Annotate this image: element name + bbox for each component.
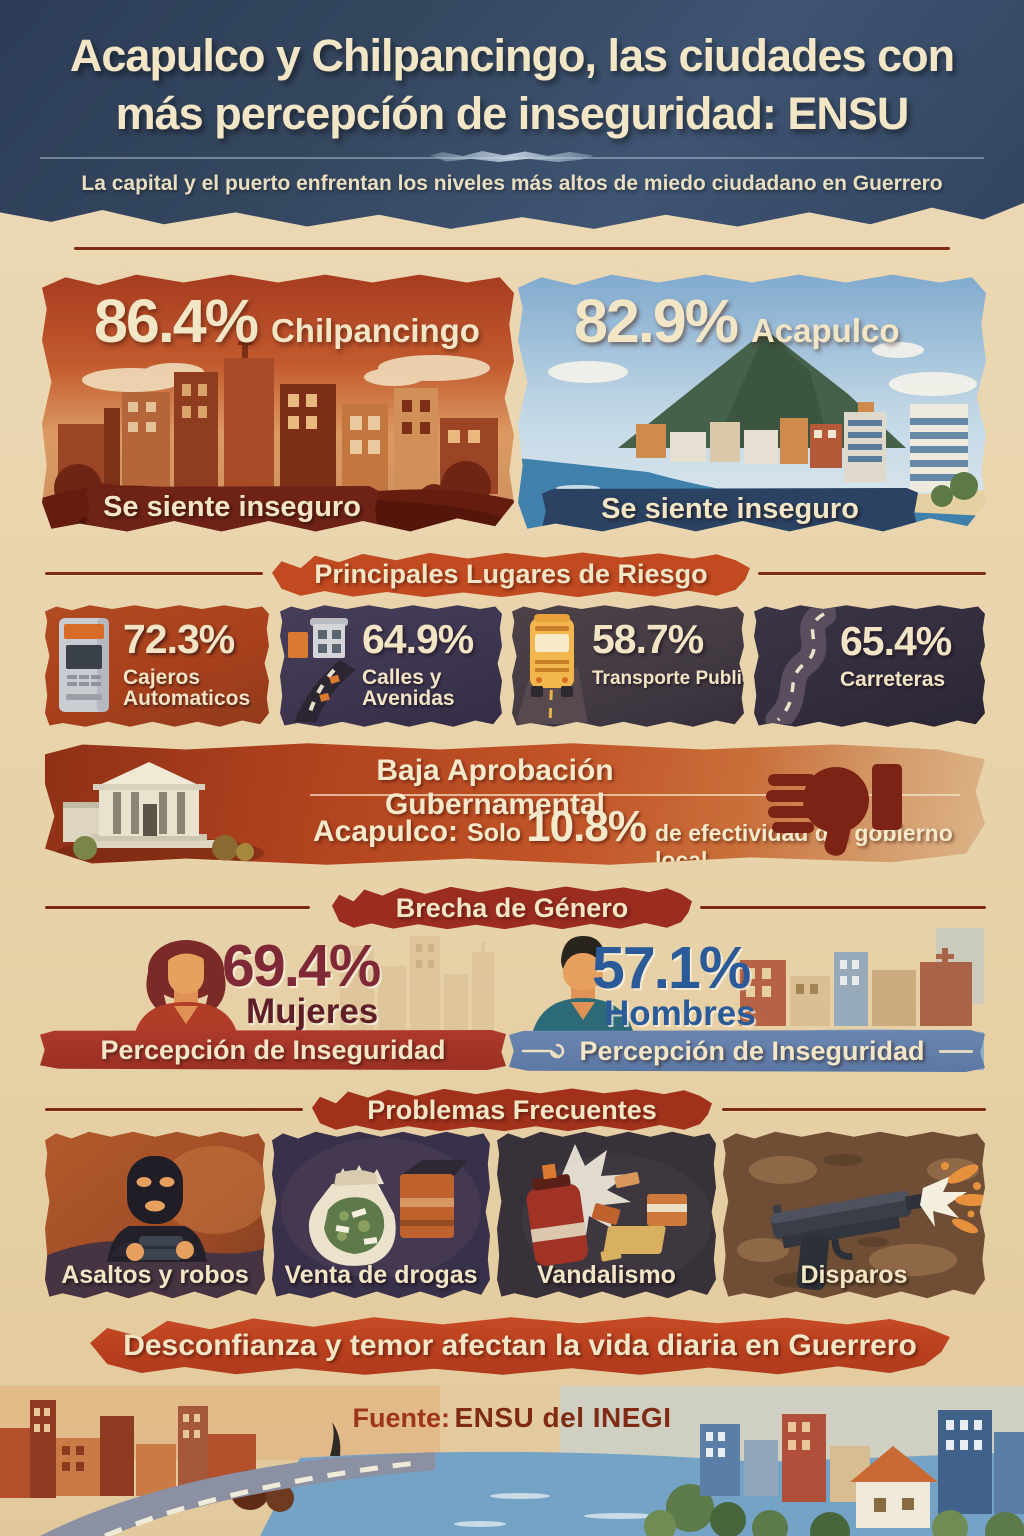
branch-arrow-icon: [522, 1043, 565, 1059]
woman-avatar: [134, 940, 238, 1036]
gun-icon: [723, 1131, 985, 1299]
section-divider: [74, 247, 950, 250]
chilpancingo-percent: 86.4%: [94, 287, 259, 355]
chilpancingo-name: Chilpancingo: [270, 312, 480, 349]
problem-tile-vandalismo: Vandalismo: [497, 1131, 716, 1299]
risk-section-title: Principales Lugares de Riesgo: [314, 559, 708, 589]
men-caption: Percepción de Inseguridad: [579, 1035, 925, 1066]
acapulco-caption-bar: Se siente inseguro: [542, 488, 918, 532]
risk-section-banner: Principales Lugares de Riesgo: [272, 552, 750, 598]
risk-box-transporte: 58.7% Transporte Publico: [512, 605, 744, 727]
header-divider-smudge: [430, 151, 594, 162]
problems-banner-right-line: [722, 1108, 986, 1111]
problem-tile-drogas: Venta de drogas: [272, 1131, 490, 1299]
government-building-icon: [56, 762, 264, 862]
problem-label-disparos: Disparos: [800, 1261, 908, 1289]
source-label: Fuente:: [352, 1403, 451, 1433]
page-title-line-2: más percepcíón de inseguridad: ENSU: [115, 88, 910, 139]
problems-section-title: Problemas Frecuentes: [367, 1095, 657, 1125]
problem-label-drogas: Venta de drogas: [284, 1261, 478, 1289]
risk-label-cajeros: Cajeros Automaticos: [123, 666, 251, 710]
chilpancingo-stat: 86.4% Chilpancingo: [94, 286, 480, 356]
approval-section-title: Baja Aprobación Gubernamental: [376, 754, 614, 821]
gender-banner-right-line: [700, 906, 986, 909]
women-label: Mujeres: [246, 992, 379, 1031]
risk-banner-left-line: [45, 572, 263, 575]
problem-tile-asaltos: Asaltos y robos: [45, 1131, 265, 1299]
acapulco-stat: 82.9% Acapulco: [574, 286, 900, 356]
vandalism-icon: [497, 1131, 716, 1299]
women-caption: Percepción de Inseguridad: [100, 1034, 446, 1065]
risk-box-calles: 64.9% Calles y Avenidas: [280, 605, 502, 727]
caption-trailing-dash: [938, 1049, 973, 1053]
page-subtitle: La capital y el puerto enfrentan los niv…: [81, 172, 943, 195]
header-section: Acapulco y Chilpancingo, las ciudades co…: [0, 0, 1024, 229]
drug-bag-icon: [272, 1131, 490, 1299]
men-percent: 57.1%: [592, 935, 751, 1001]
approval-underline: [310, 794, 960, 796]
risk-label-calles: Calles y Avenidas: [362, 666, 455, 710]
page-title-line-1: Acapulco y Chilpancingo, las ciudades co…: [69, 30, 955, 81]
source-row: Fuente: ENSU del INEGI: [0, 1402, 1024, 1434]
problem-label-vandalismo: Vandalismo: [537, 1261, 676, 1289]
acapulco-caption: Se siente inseguro: [601, 493, 859, 525]
gender-banner-left-line: [45, 906, 310, 909]
problem-label-asaltos: Asaltos y robos: [61, 1261, 249, 1289]
gender-section-banner: Brecha de Género: [332, 886, 692, 930]
man-avatar: [532, 936, 634, 1034]
risk-label-transporte: Transporte Publico: [592, 668, 765, 689]
gender-section-title: Brecha de Género: [395, 893, 629, 923]
source-value: ENSU del INEGI: [454, 1402, 672, 1433]
women-caption-bar: Percepción de Inseguridad: [40, 1030, 506, 1070]
atm-icon: [59, 618, 109, 712]
risk-value-cajeros: 72.3%: [123, 616, 235, 662]
risk-box-carreteras: 65.4% Carreteras: [754, 605, 985, 727]
bus-icon: [516, 614, 588, 724]
risk-value-calles: 64.9%: [362, 616, 474, 662]
approval-percent: 10.8%: [526, 802, 647, 851]
women-percent: 69.4%: [222, 933, 381, 999]
acapulco-percent: 82.9%: [574, 287, 739, 355]
approval-qualifier: Solo: [467, 819, 522, 847]
risk-value-carreteras: 65.4%: [840, 618, 952, 664]
masked-robber-icon: [45, 1131, 265, 1299]
closing-banner: Desconfianza y temor afectan la vida dia…: [90, 1316, 950, 1375]
men-label: Hombres: [604, 994, 756, 1033]
risk-value-transporte: 58.7%: [592, 616, 704, 662]
acapulco-name: Acapulco: [750, 312, 900, 349]
chilpancingo-caption: Se siente inseguro: [103, 491, 361, 523]
risk-banner-right-line: [758, 572, 986, 575]
risk-box-cajeros: 72.3% Cajeros Automaticos: [45, 605, 269, 727]
chilpancingo-caption-bar: Se siente inseguro: [86, 486, 378, 532]
problems-section-banner: Problemas Frecuentes: [312, 1088, 712, 1132]
government-approval-card: Baja Aprobación Gubernamental Acapulco: …: [45, 743, 985, 865]
chilpancingo-card: 86.4% Chilpancingo Se siente inseguro: [42, 274, 514, 532]
problems-banner-left-line: [45, 1108, 303, 1111]
highway-icon: [765, 608, 836, 724]
men-caption-bar: Percepción de Inseguridad: [509, 1030, 985, 1072]
problem-tile-disparos: Disparos: [723, 1131, 985, 1299]
footer-cityscape-illustration: [0, 1386, 1024, 1536]
street-icon: [288, 618, 356, 722]
risk-label-carreteras: Carreteras: [840, 668, 946, 691]
acapulco-card: 82.9% Acapulco Se siente inseguro: [518, 274, 986, 532]
thumbs-down-icon: [766, 764, 902, 856]
approval-city: Acapulco:: [313, 815, 459, 848]
closing-message: Desconfianza y temor afectan la vida dia…: [123, 1329, 917, 1362]
